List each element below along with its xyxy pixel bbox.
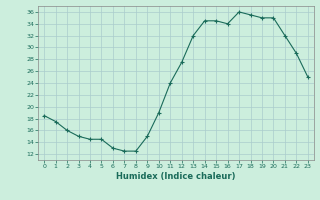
X-axis label: Humidex (Indice chaleur): Humidex (Indice chaleur) [116, 172, 236, 181]
